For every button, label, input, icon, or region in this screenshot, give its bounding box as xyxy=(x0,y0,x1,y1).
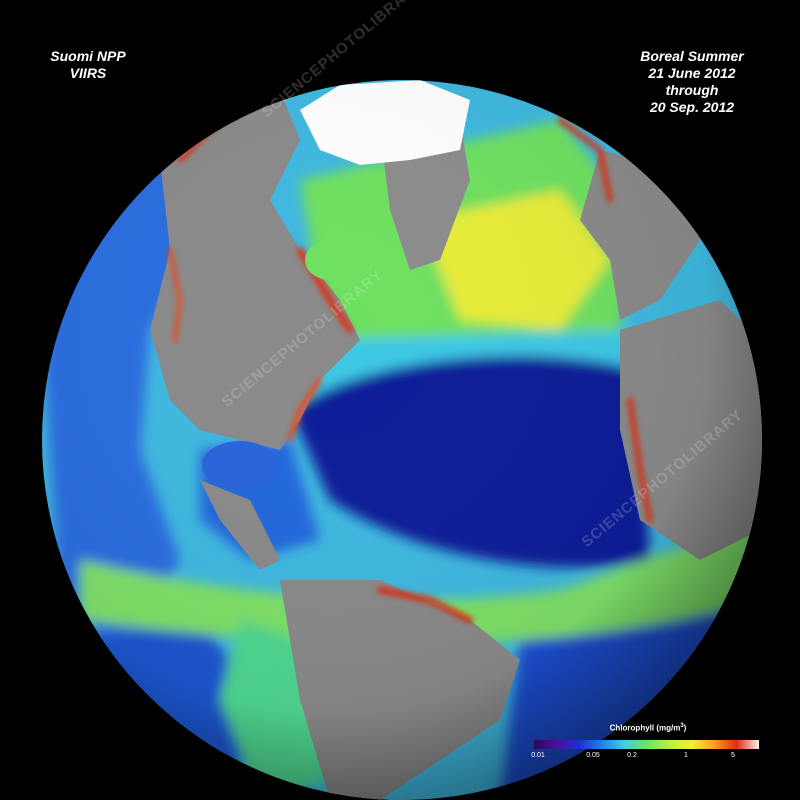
legend-tick-4: 5 xyxy=(731,752,735,759)
legend-tick-0: 0.01 xyxy=(531,752,545,759)
satellite-name: Suomi NPP xyxy=(50,48,126,64)
instrument-name: VIIRS xyxy=(69,65,107,81)
globe-shading xyxy=(42,80,762,800)
legend-tick-1: 0.05 xyxy=(586,752,600,759)
start-date: 21 June 2012 xyxy=(648,65,736,81)
date-caption: Boreal Summer 21 June 2012 through 20 Se… xyxy=(622,48,762,116)
chlorophyll-colorbar xyxy=(534,740,759,749)
legend-title: Chlorophyll (mg/m3) xyxy=(609,723,687,733)
legend-tick-2: 0.2 xyxy=(627,752,637,759)
end-date: 20 Sep. 2012 xyxy=(649,99,735,115)
legend-tick-3: 1 xyxy=(684,752,688,759)
season-label: Boreal Summer xyxy=(640,48,744,64)
through-label: through xyxy=(665,82,719,98)
satellite-caption: Suomi NPP VIIRS xyxy=(38,48,138,82)
